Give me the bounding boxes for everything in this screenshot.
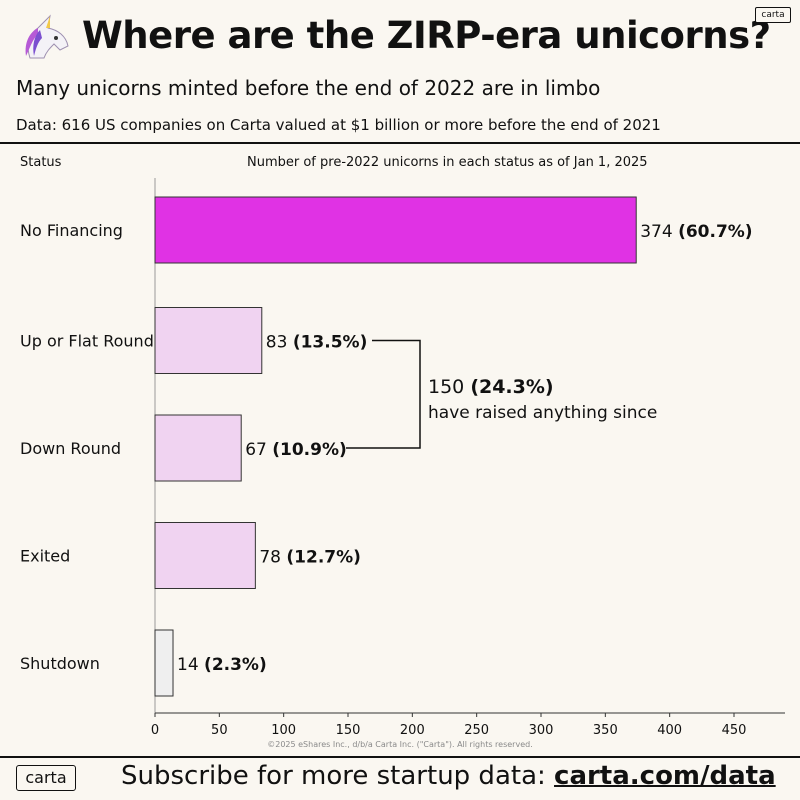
data-label-percent: (12.7%): [286, 548, 361, 568]
bar: [155, 523, 255, 589]
category-label: Up or Flat Round: [20, 332, 154, 351]
data-label: 83 (13.5%): [266, 333, 368, 353]
data-label: 374 (60.7%): [640, 222, 752, 242]
data-label-percent: (60.7%): [678, 222, 753, 242]
x-tick-label: 450: [722, 723, 747, 738]
data-label: 14 (2.3%): [177, 655, 267, 675]
brand-badge-bottom[interactable]: carta: [16, 765, 76, 791]
x-tick-label: 250: [464, 723, 489, 738]
data-label-value: 83: [266, 333, 293, 353]
x-tick-label: 50: [211, 723, 228, 738]
x-tick-label: 400: [657, 723, 682, 738]
bracket-total-percent: (24.3%): [470, 376, 553, 398]
category-label: Down Round: [20, 439, 121, 458]
data-label-value: 374: [640, 222, 678, 242]
bar: [155, 197, 636, 263]
data-label-value: 78: [259, 548, 286, 568]
subscribe-cta: Subscribe for more startup data: carta.c…: [121, 761, 776, 791]
bracket-total-value: 150: [428, 376, 464, 398]
copyright-note: ©2025 eShares Inc., d/b/a Carta Inc. ("C…: [0, 740, 800, 749]
bar: [155, 630, 173, 696]
cta-text: Subscribe for more startup data:: [121, 761, 554, 791]
data-label-value: 67: [245, 440, 272, 460]
bracket-annotation-total: 150 (24.3%): [428, 376, 554, 398]
bracket-annotation-text: have raised anything since: [428, 403, 657, 423]
data-label-percent: (13.5%): [293, 333, 368, 353]
x-tick-label: 350: [593, 723, 618, 738]
data-label-value: 14: [177, 655, 204, 675]
cta-link[interactable]: carta.com/data: [554, 761, 776, 791]
data-label-percent: (10.9%): [272, 440, 347, 460]
category-label: Exited: [20, 547, 70, 566]
data-label-percent: (2.3%): [204, 655, 267, 675]
x-tick-label: 200: [400, 723, 425, 738]
category-label: No Financing: [20, 221, 123, 240]
x-tick-label: 0: [151, 723, 159, 738]
x-tick-label: 100: [271, 723, 296, 738]
data-label: 78 (12.7%): [259, 548, 361, 568]
bar: [155, 415, 241, 481]
bottom-divider: [0, 756, 800, 758]
category-label: Shutdown: [20, 654, 100, 673]
bracket-line: [346, 341, 420, 449]
x-tick-label: 150: [336, 723, 361, 738]
bar: [155, 308, 262, 374]
data-label: 67 (10.9%): [245, 440, 347, 460]
x-tick-label: 300: [529, 723, 554, 738]
